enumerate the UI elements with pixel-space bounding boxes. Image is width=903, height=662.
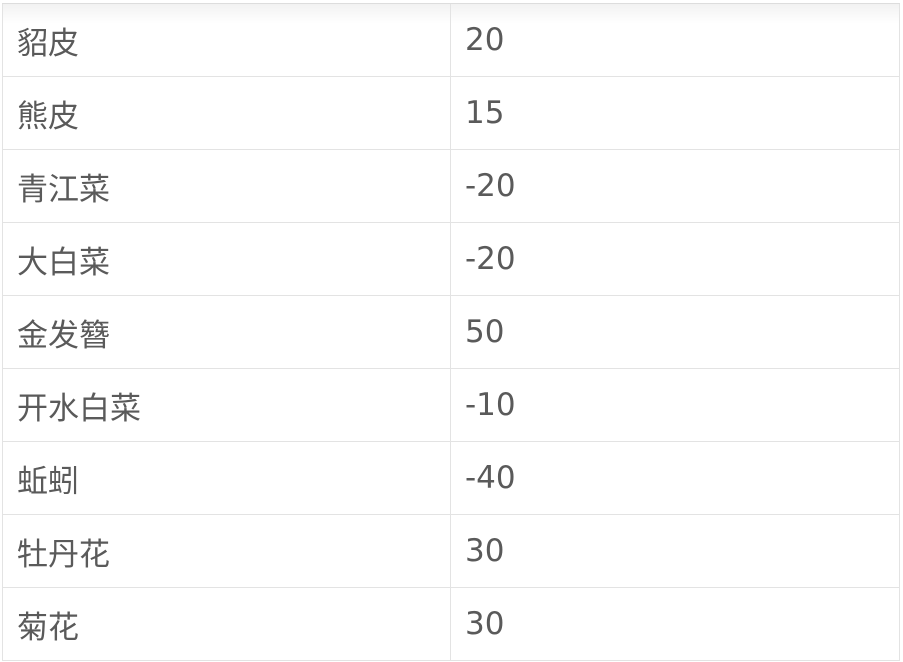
item-value-cell: -20 [450, 222, 900, 296]
item-name-cell: 貂皮 [2, 4, 451, 77]
table-row: 金发簪 50 [2, 295, 900, 369]
table-row: 貂皮 20 [2, 4, 900, 77]
item-value-cell: 15 [450, 76, 900, 150]
table-row: 蚯蚓 -40 [2, 441, 900, 515]
item-value-cell: -20 [450, 149, 900, 223]
table-row: 青江菜 -20 [2, 149, 900, 223]
table-row: 牡丹花 30 [2, 514, 900, 588]
data-table: 貂皮 20 熊皮 15 青江菜 -20 大白菜 -20 金发簪 50 开水白菜 -10 蚯蚓 -40 牡丹花… [2, 4, 900, 661]
item-value-cell: -40 [450, 441, 900, 515]
item-name-cell: 菊花 [2, 587, 451, 661]
table-row: 菊花 30 [2, 587, 900, 661]
table-row: 熊皮 15 [2, 76, 900, 150]
data-table-container: 貂皮 20 熊皮 15 青江菜 -20 大白菜 -20 金发簪 50 开水白菜 -10 蚯蚓 -40 牡丹花… [2, 3, 900, 661]
table-row: 开水白菜 -10 [2, 368, 900, 442]
item-name-cell: 熊皮 [2, 76, 451, 150]
item-value-cell: 20 [450, 4, 900, 77]
item-name-cell: 牡丹花 [2, 514, 451, 588]
item-name-cell: 蚯蚓 [2, 441, 451, 515]
item-value-cell: 30 [450, 587, 900, 661]
item-name-cell: 开水白菜 [2, 368, 451, 442]
item-name-cell: 青江菜 [2, 149, 451, 223]
item-name-cell: 大白菜 [2, 222, 451, 296]
item-value-cell: 30 [450, 514, 900, 588]
table-row: 大白菜 -20 [2, 222, 900, 296]
item-value-cell: 50 [450, 295, 900, 369]
item-value-cell: -10 [450, 368, 900, 442]
item-name-cell: 金发簪 [2, 295, 451, 369]
